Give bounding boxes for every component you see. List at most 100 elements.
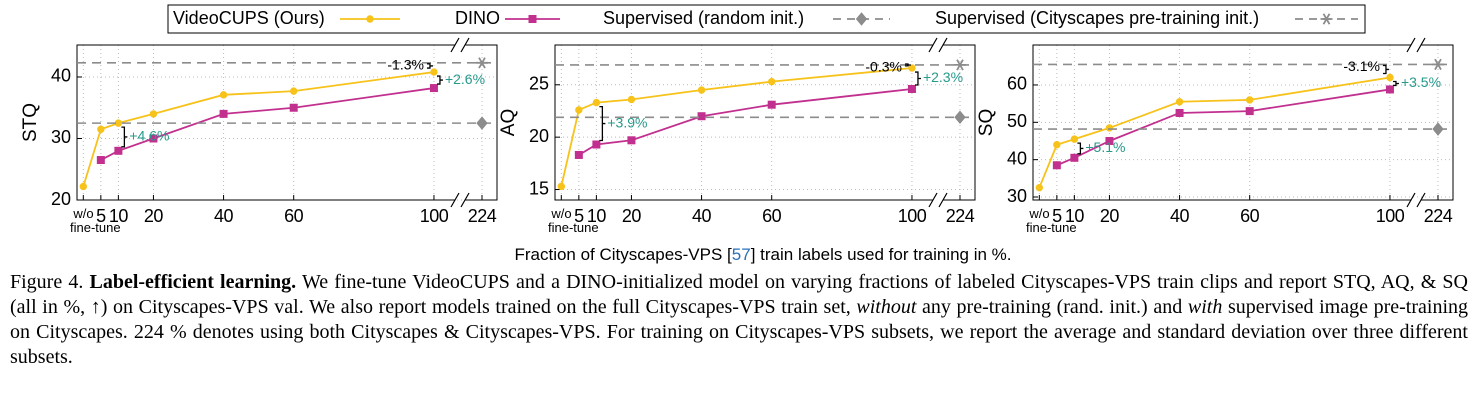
bracket [1382, 64, 1389, 75]
marker [627, 95, 636, 104]
marker [557, 182, 566, 191]
marker [1052, 161, 1061, 170]
caption-part: without [856, 296, 917, 318]
x-tick-label: w/o fine-tune [70, 206, 121, 235]
marker [1070, 135, 1079, 143]
marker [954, 110, 966, 125]
bracket [436, 75, 443, 85]
y-axis-label: AQ [498, 109, 519, 136]
bracket [599, 105, 606, 142]
marker [908, 64, 916, 72]
marker [97, 125, 105, 133]
annotation: +3.5% [1401, 74, 1441, 90]
marker [907, 84, 916, 93]
marker [149, 110, 158, 118]
marker [149, 134, 158, 143]
marker [429, 84, 438, 93]
marker [1320, 13, 1333, 25]
axis-break [450, 192, 470, 208]
marker [96, 156, 105, 165]
axis-frame [554, 44, 976, 201]
legend-label: VideoCUPS (Ours) [173, 8, 325, 28]
caption: Figure 4. Label-efficient learning. We f… [10, 270, 1468, 370]
charts: Fraction of Cityscapes-VPS [57] train la… [20, 4, 1454, 264]
y-tick-label: 15 [529, 178, 549, 198]
marker [1245, 107, 1254, 116]
x-axis-label-part: Fraction of Cityscapes-VPS [ [514, 245, 732, 264]
x-tick-label: 10 [109, 206, 129, 226]
x-tick-label: 224 [946, 206, 975, 226]
marker [1175, 108, 1184, 117]
marker [114, 146, 123, 155]
x-tick-label: 224 [1424, 206, 1453, 226]
x-axis-label-part: 57 [732, 245, 751, 264]
y-tick-label: 30 [1007, 186, 1027, 206]
marker [290, 87, 298, 95]
annotation: +2.3% [923, 69, 963, 85]
bracket [426, 63, 433, 69]
marker [1105, 136, 1114, 145]
marker [592, 98, 601, 107]
x-tick-label: 60 [762, 206, 782, 226]
marker [1053, 141, 1061, 149]
x-tick-label: w/o fine-tune [1026, 206, 1077, 235]
axis-frame [1032, 44, 1454, 201]
marker [219, 91, 228, 99]
x-tick-label: 5 [574, 206, 584, 226]
series-line [1038, 76, 1391, 189]
bracket [904, 63, 911, 67]
marker [366, 15, 374, 23]
caption-part: any pre-training (rand. init.) and [916, 296, 1188, 318]
legend-label: Supervised (random init.) [603, 8, 804, 28]
annotation: +3.9% [607, 114, 647, 130]
marker [1246, 96, 1254, 104]
x-tick-label: 40 [692, 206, 712, 226]
y-tick-label: 60 [1007, 74, 1027, 94]
marker [767, 100, 776, 109]
annotation: -1.3% [387, 57, 424, 73]
y-axis-label: SQ [976, 109, 997, 136]
series-line [100, 87, 435, 161]
x-tick-label: 10 [1065, 206, 1085, 226]
marker [1432, 58, 1444, 71]
x-axis-label-part: ] train labels used for training in %. [751, 245, 1012, 264]
marker [1386, 73, 1394, 82]
y-tick-label: 40 [1007, 148, 1027, 168]
y-tick-label: 25 [529, 74, 549, 94]
y-tick-label: 30 [51, 127, 71, 147]
marker [430, 68, 438, 76]
x-tick-label: 40 [1170, 206, 1190, 226]
x-tick-label: 100 [1376, 206, 1405, 226]
caption-part: We fine-tune VideoCUPS and a DINO-initia… [10, 271, 1468, 318]
x-tick-label: w/o fine-tune [548, 206, 599, 235]
y-tick-label: 40 [51, 66, 71, 86]
marker [289, 103, 298, 112]
annotation: +5.1% [1085, 139, 1125, 155]
marker [592, 140, 601, 149]
x-tick-label: 60 [284, 206, 304, 226]
x-tick-label: 100 [898, 206, 927, 226]
bracket [1392, 80, 1399, 87]
axis-break [450, 37, 470, 53]
y-tick-label: 20 [51, 189, 71, 209]
axis-break [928, 192, 948, 208]
x-tick-label: 20 [622, 206, 642, 226]
marker [476, 57, 488, 69]
caption-part: Figure 4. [10, 271, 90, 293]
x-tick-label: 20 [1100, 206, 1120, 226]
bracket [914, 71, 921, 86]
axis-break [1406, 192, 1426, 208]
axis-break [1406, 37, 1426, 53]
marker [114, 119, 123, 127]
y-axis-label: STQ [20, 103, 41, 142]
x-tick-label: 100 [420, 206, 449, 226]
marker [574, 150, 583, 159]
legend-label: Supervised (Cityscapes pre-training init… [935, 8, 1259, 28]
x-axis-label: Fraction of Cityscapes-VPS [57] train la… [514, 245, 1011, 264]
marker [768, 77, 776, 86]
y-tick-label: 50 [1007, 111, 1027, 131]
marker [1385, 85, 1394, 94]
legend-label: DINO [455, 8, 500, 28]
marker [79, 182, 88, 191]
